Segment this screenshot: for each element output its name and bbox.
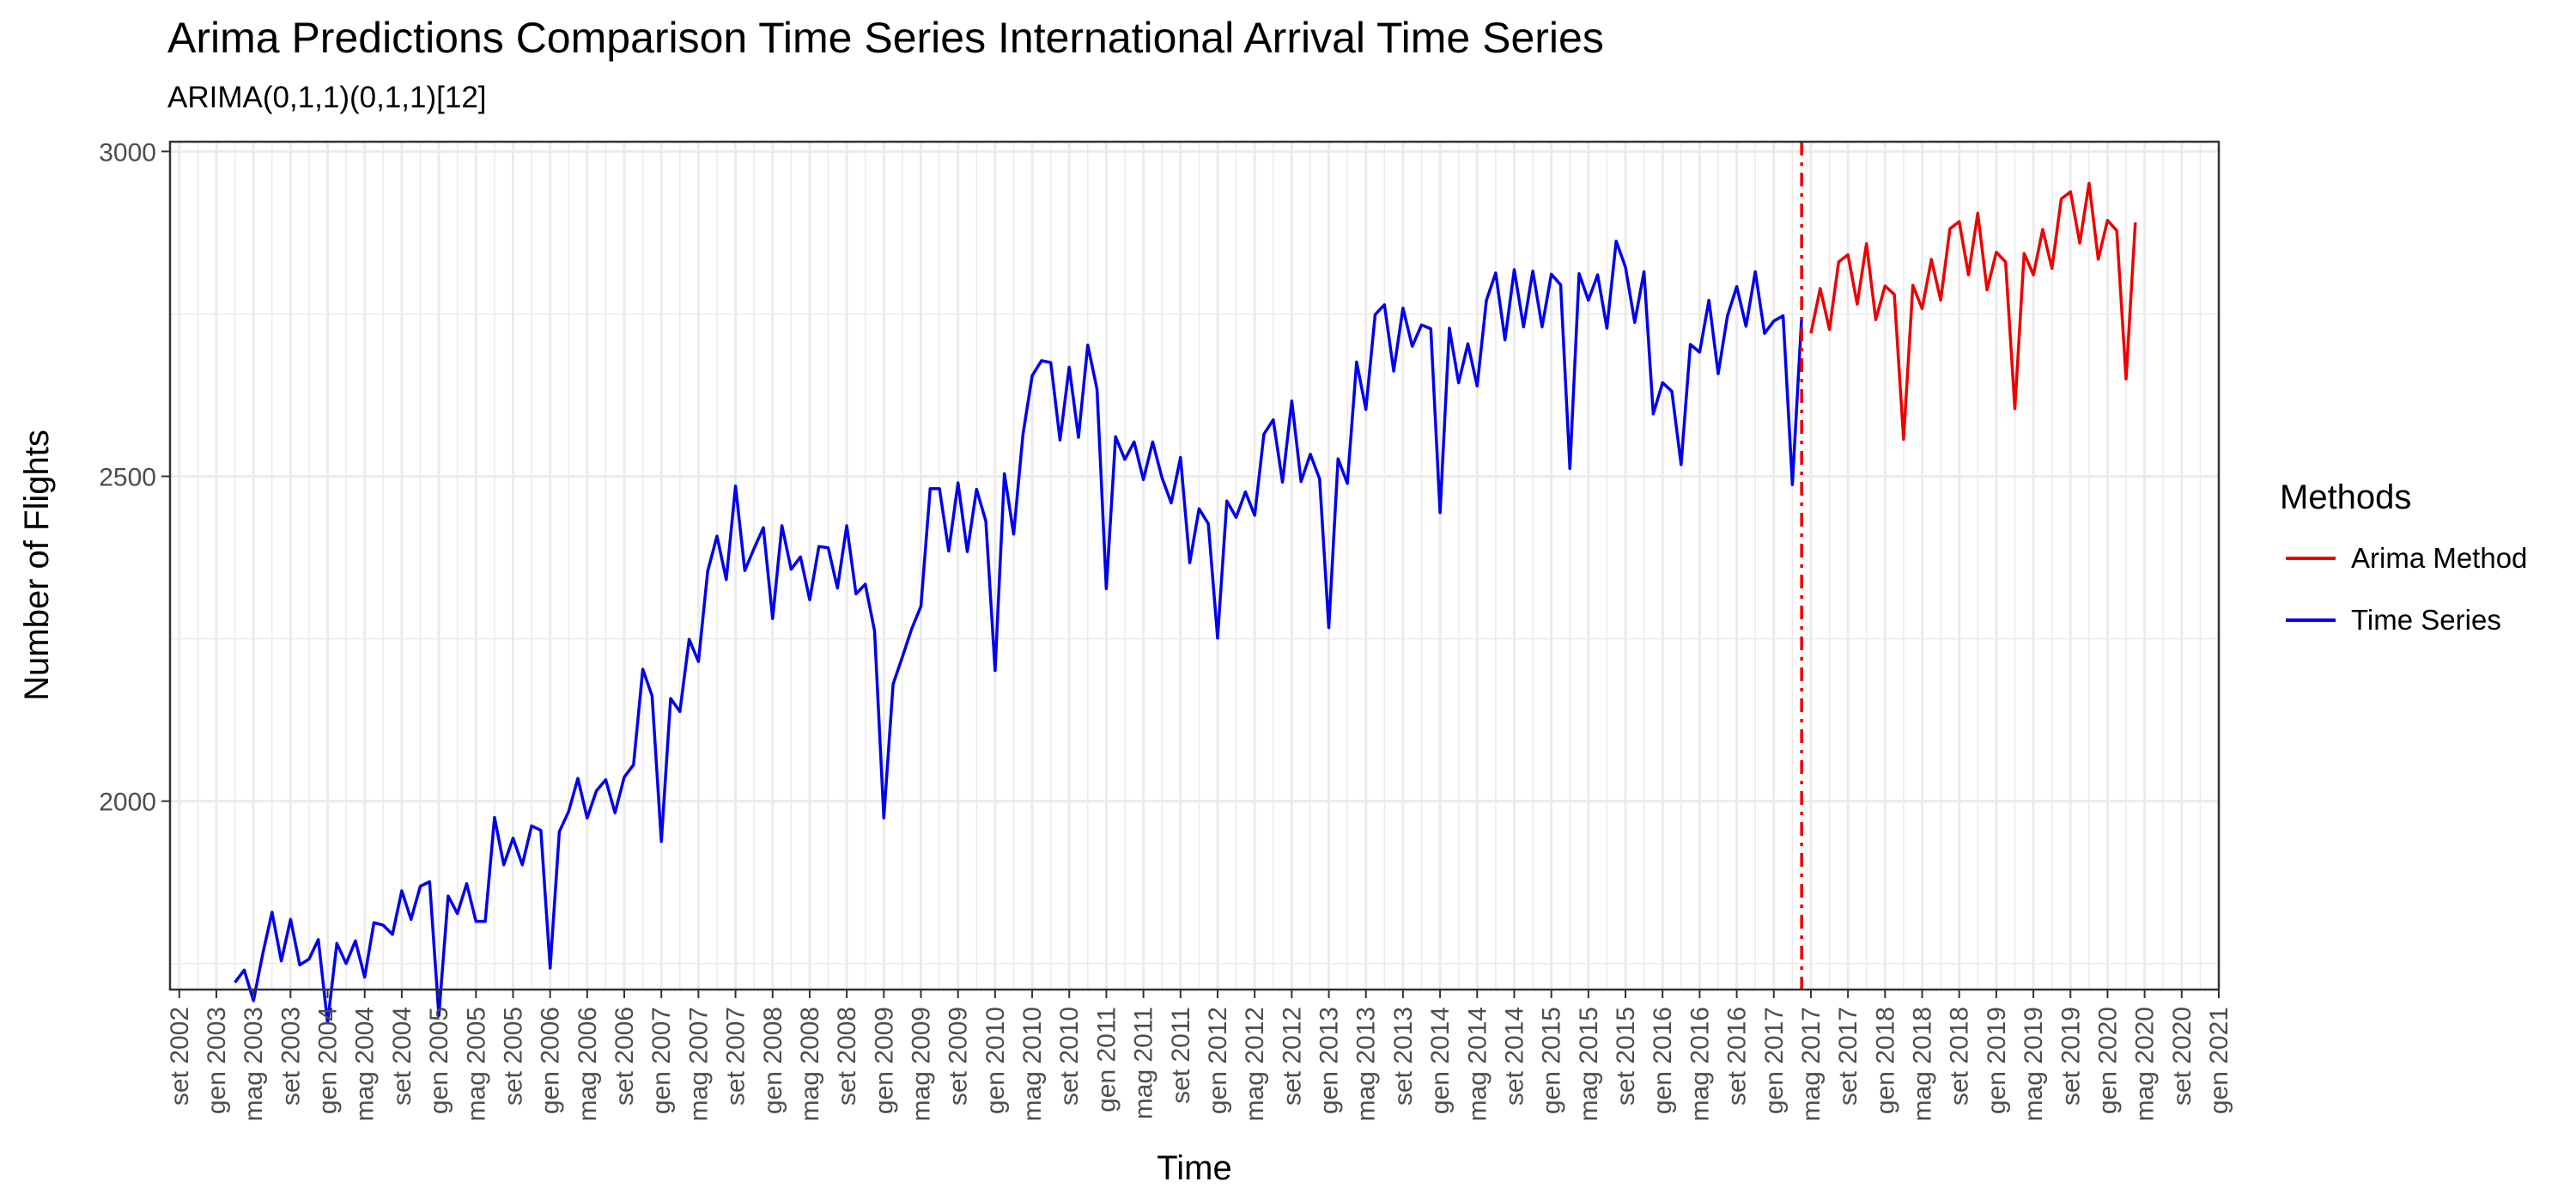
x-tick-label: gen 2017 bbox=[1760, 1007, 1789, 1114]
x-tick-label: mag 2013 bbox=[1352, 1007, 1381, 1121]
x-tick-label: mag 2007 bbox=[684, 1007, 713, 1121]
x-tick-label: set 2002 bbox=[166, 1007, 194, 1106]
x-tick-label: mag 2012 bbox=[1241, 1007, 1269, 1121]
x-tick-label: mag 2015 bbox=[1575, 1007, 1603, 1121]
x-tick-label: gen 2021 bbox=[2205, 1007, 2233, 1114]
x-tick-label: set 2003 bbox=[276, 1007, 305, 1106]
x-tick-label: gen 2004 bbox=[314, 1007, 343, 1114]
x-tick-label: mag 2011 bbox=[1130, 1007, 1158, 1119]
x-tick-label: mag 2004 bbox=[351, 1007, 380, 1121]
x-tick-label: set 2014 bbox=[1500, 1007, 1528, 1106]
x-tick-label: mag 2014 bbox=[1463, 1007, 1492, 1121]
x-tick-label: gen 2010 bbox=[981, 1007, 1010, 1114]
series-layer bbox=[234, 181, 2137, 1025]
panel-border bbox=[168, 140, 2221, 991]
y-tick-label: 2000 bbox=[99, 789, 156, 817]
panel-background bbox=[170, 142, 2219, 990]
x-tick-label: gen 2014 bbox=[1426, 1007, 1455, 1114]
x-tick-label: set 2013 bbox=[1389, 1007, 1418, 1106]
x-tick-label: mag 2005 bbox=[462, 1007, 490, 1121]
x-tick-label: set 2010 bbox=[1055, 1007, 1084, 1106]
x-tick-label: set 2012 bbox=[1278, 1007, 1306, 1106]
legend-title: Methods bbox=[2280, 478, 2411, 516]
x-tick-label: mag 2010 bbox=[1018, 1007, 1047, 1121]
x-tick-label: set 2011 bbox=[1167, 1007, 1195, 1104]
x-tick-label: gen 2012 bbox=[1204, 1007, 1232, 1114]
x-tick-label: gen 2018 bbox=[1871, 1007, 1899, 1114]
x-tick-label: set 2008 bbox=[833, 1007, 861, 1106]
x-tick-label: gen 2013 bbox=[1315, 1007, 1344, 1114]
series-line-arima-method bbox=[1809, 181, 2137, 442]
x-tick-label: set 2019 bbox=[2057, 1007, 2085, 1106]
x-tick-label: set 2017 bbox=[1834, 1007, 1862, 1106]
legend-label-arima-method: Arima Method bbox=[2351, 542, 2527, 574]
x-tick-label: gen 2020 bbox=[2093, 1007, 2122, 1114]
x-tick-label: set 2004 bbox=[388, 1007, 416, 1106]
grid-layer bbox=[170, 142, 2221, 990]
x-tick-label: mag 2018 bbox=[1909, 1007, 1937, 1121]
chart-title: Arima Predictions Comparison Time Series… bbox=[167, 14, 1604, 62]
x-axis-title: Time bbox=[1157, 1149, 1231, 1187]
x-tick-label: set 2005 bbox=[499, 1007, 527, 1106]
x-tick-label: mag 2009 bbox=[908, 1007, 936, 1121]
y-tick-label: 3000 bbox=[99, 138, 156, 167]
x-tick-label: set 2018 bbox=[1946, 1007, 1974, 1106]
x-tick-label: gen 2005 bbox=[425, 1007, 453, 1114]
legend: Methods Arima Method Time Series bbox=[2280, 478, 2527, 636]
y-axis-title: Number of Flights bbox=[18, 429, 56, 701]
x-tick-label: mag 2019 bbox=[2020, 1007, 2048, 1121]
series-line-time-series bbox=[234, 239, 1803, 1025]
x-tick-label: set 2007 bbox=[722, 1007, 750, 1106]
legend-label-time-series: Time Series bbox=[2351, 604, 2501, 636]
x-tick-label: gen 2009 bbox=[870, 1007, 898, 1114]
x-tick-label: gen 2006 bbox=[537, 1007, 565, 1114]
x-tick-label: set 2006 bbox=[611, 1007, 639, 1106]
axis-layer: set 2002 gen 2003 mag 2003 set 2003 gen 2004… bbox=[99, 138, 2233, 1121]
x-tick-label: mag 2008 bbox=[796, 1007, 824, 1121]
x-tick-label: gen 2011 bbox=[1092, 1007, 1121, 1112]
x-tick-label: set 2009 bbox=[945, 1007, 973, 1106]
x-tick-label: mag 2003 bbox=[240, 1007, 268, 1121]
chart-subtitle: ARIMA(0,1,1)(0,1,1)[12] bbox=[167, 81, 487, 114]
x-tick-label: gen 2016 bbox=[1649, 1007, 1677, 1114]
x-tick-label: gen 2015 bbox=[1538, 1007, 1566, 1114]
x-tick-label: gen 2019 bbox=[1983, 1007, 2011, 1114]
x-tick-label: mag 2017 bbox=[1797, 1007, 1826, 1121]
x-tick-label: mag 2006 bbox=[574, 1007, 602, 1121]
x-tick-label: gen 2008 bbox=[759, 1007, 787, 1114]
x-tick-label: mag 2016 bbox=[1686, 1007, 1714, 1121]
x-tick-label: set 2020 bbox=[2168, 1007, 2196, 1106]
x-tick-label: mag 2020 bbox=[2131, 1007, 2160, 1121]
x-tick-label: set 2016 bbox=[1723, 1007, 1752, 1106]
x-tick-label: gen 2003 bbox=[203, 1007, 231, 1114]
x-tick-label: gen 2007 bbox=[647, 1007, 676, 1114]
y-tick-label: 2500 bbox=[99, 464, 156, 492]
x-tick-label: set 2015 bbox=[1612, 1007, 1640, 1106]
